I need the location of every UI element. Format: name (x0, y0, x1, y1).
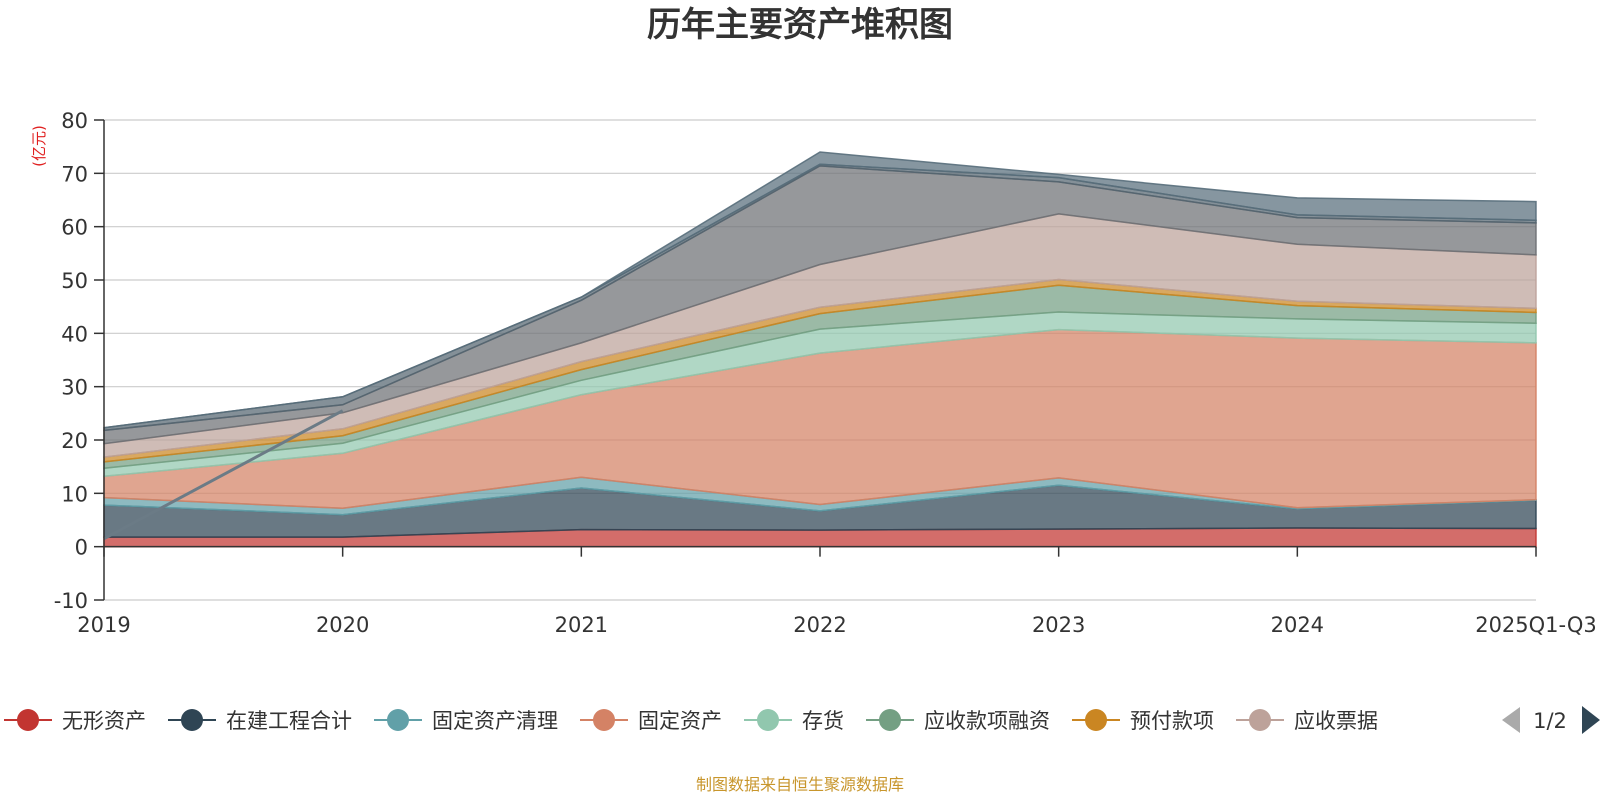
legend-label: 应收款项融资 (924, 709, 1050, 733)
legend-marker-icon (387, 709, 409, 731)
legend-label: 预付款项 (1130, 709, 1214, 733)
y-tick-label: 10 (61, 482, 88, 506)
y-tick-label: 30 (61, 376, 88, 400)
y-tick-label: 0 (75, 536, 88, 560)
chart-title: 历年主要资产堆积图 (647, 5, 953, 45)
legend-item-应收票据[interactable]: 应收票据 (1236, 709, 1378, 733)
legend-prev-page-icon[interactable] (1502, 707, 1520, 733)
x-tick-label: 2025Q1-Q3 (1475, 613, 1597, 637)
overlay-line (103, 409, 344, 540)
x-tick-label: 2022 (793, 613, 846, 637)
legend-next-page-icon[interactable] (1582, 706, 1600, 734)
legend-marker-icon (17, 709, 39, 731)
area-其他 (103, 151, 1537, 429)
legend-item-在建工程合计[interactable]: 在建工程合计 (168, 709, 352, 733)
legend-marker-icon (181, 709, 203, 731)
legend-label: 固定资产清理 (432, 709, 558, 733)
x-tick-label: 2020 (316, 613, 369, 637)
y-tick-label: 70 (61, 162, 88, 186)
legend-item-固定资产清理[interactable]: 固定资产清理 (374, 709, 558, 733)
overlay-line-segment (103, 409, 344, 540)
legend-label: 固定资产 (638, 709, 722, 733)
y-tick-label: 20 (61, 429, 88, 453)
legend-label: 无形资产 (62, 709, 146, 733)
y-tick-label: 60 (61, 216, 88, 240)
legend-marker-icon (1249, 709, 1271, 731)
x-tick-label: 2024 (1271, 613, 1324, 637)
y-tick-label: 80 (61, 109, 88, 133)
legend-item-存货[interactable]: 存货 (744, 709, 844, 733)
legend-label: 存货 (802, 709, 844, 733)
legend-item-预付款项[interactable]: 预付款项 (1072, 709, 1214, 733)
source-note: 制图数据来自恒生聚源数据库 (696, 775, 904, 794)
legend-marker-icon (879, 709, 901, 731)
x-tick-label: 2023 (1032, 613, 1085, 637)
legend-item-无形资产[interactable]: 无形资产 (4, 709, 146, 733)
legend-marker-icon (1085, 709, 1107, 731)
area-series (103, 151, 1537, 548)
legend-pager: 1/2 (1502, 706, 1600, 734)
y-tick-label: 40 (61, 322, 88, 346)
axes: -10 0 10 20 30 40 50 60 70 80 2019 2020 2021 2022 2023… (54, 109, 1597, 637)
x-tick-label: 2019 (77, 613, 130, 637)
y-tick-label: -10 (54, 589, 88, 613)
y-axis-unit: (亿元) (30, 125, 48, 167)
legend-item-应收款项融资[interactable]: 应收款项融资 (866, 709, 1050, 733)
legend-item-固定资产[interactable]: 固定资产 (580, 709, 722, 733)
legend-label: 应收票据 (1294, 709, 1378, 733)
x-tick-label: 2021 (555, 613, 608, 637)
legend-page-indicator: 1/2 (1533, 709, 1567, 733)
legend: 无形资产 在建工程合计 固定资产清理 固定资产 存货 应收款项融资 预付款项 应收票据 (4, 709, 1378, 733)
y-tick-label: 50 (61, 269, 88, 293)
legend-label: 在建工程合计 (226, 709, 352, 733)
legend-marker-icon (757, 709, 779, 731)
legend-marker-icon (593, 709, 615, 731)
